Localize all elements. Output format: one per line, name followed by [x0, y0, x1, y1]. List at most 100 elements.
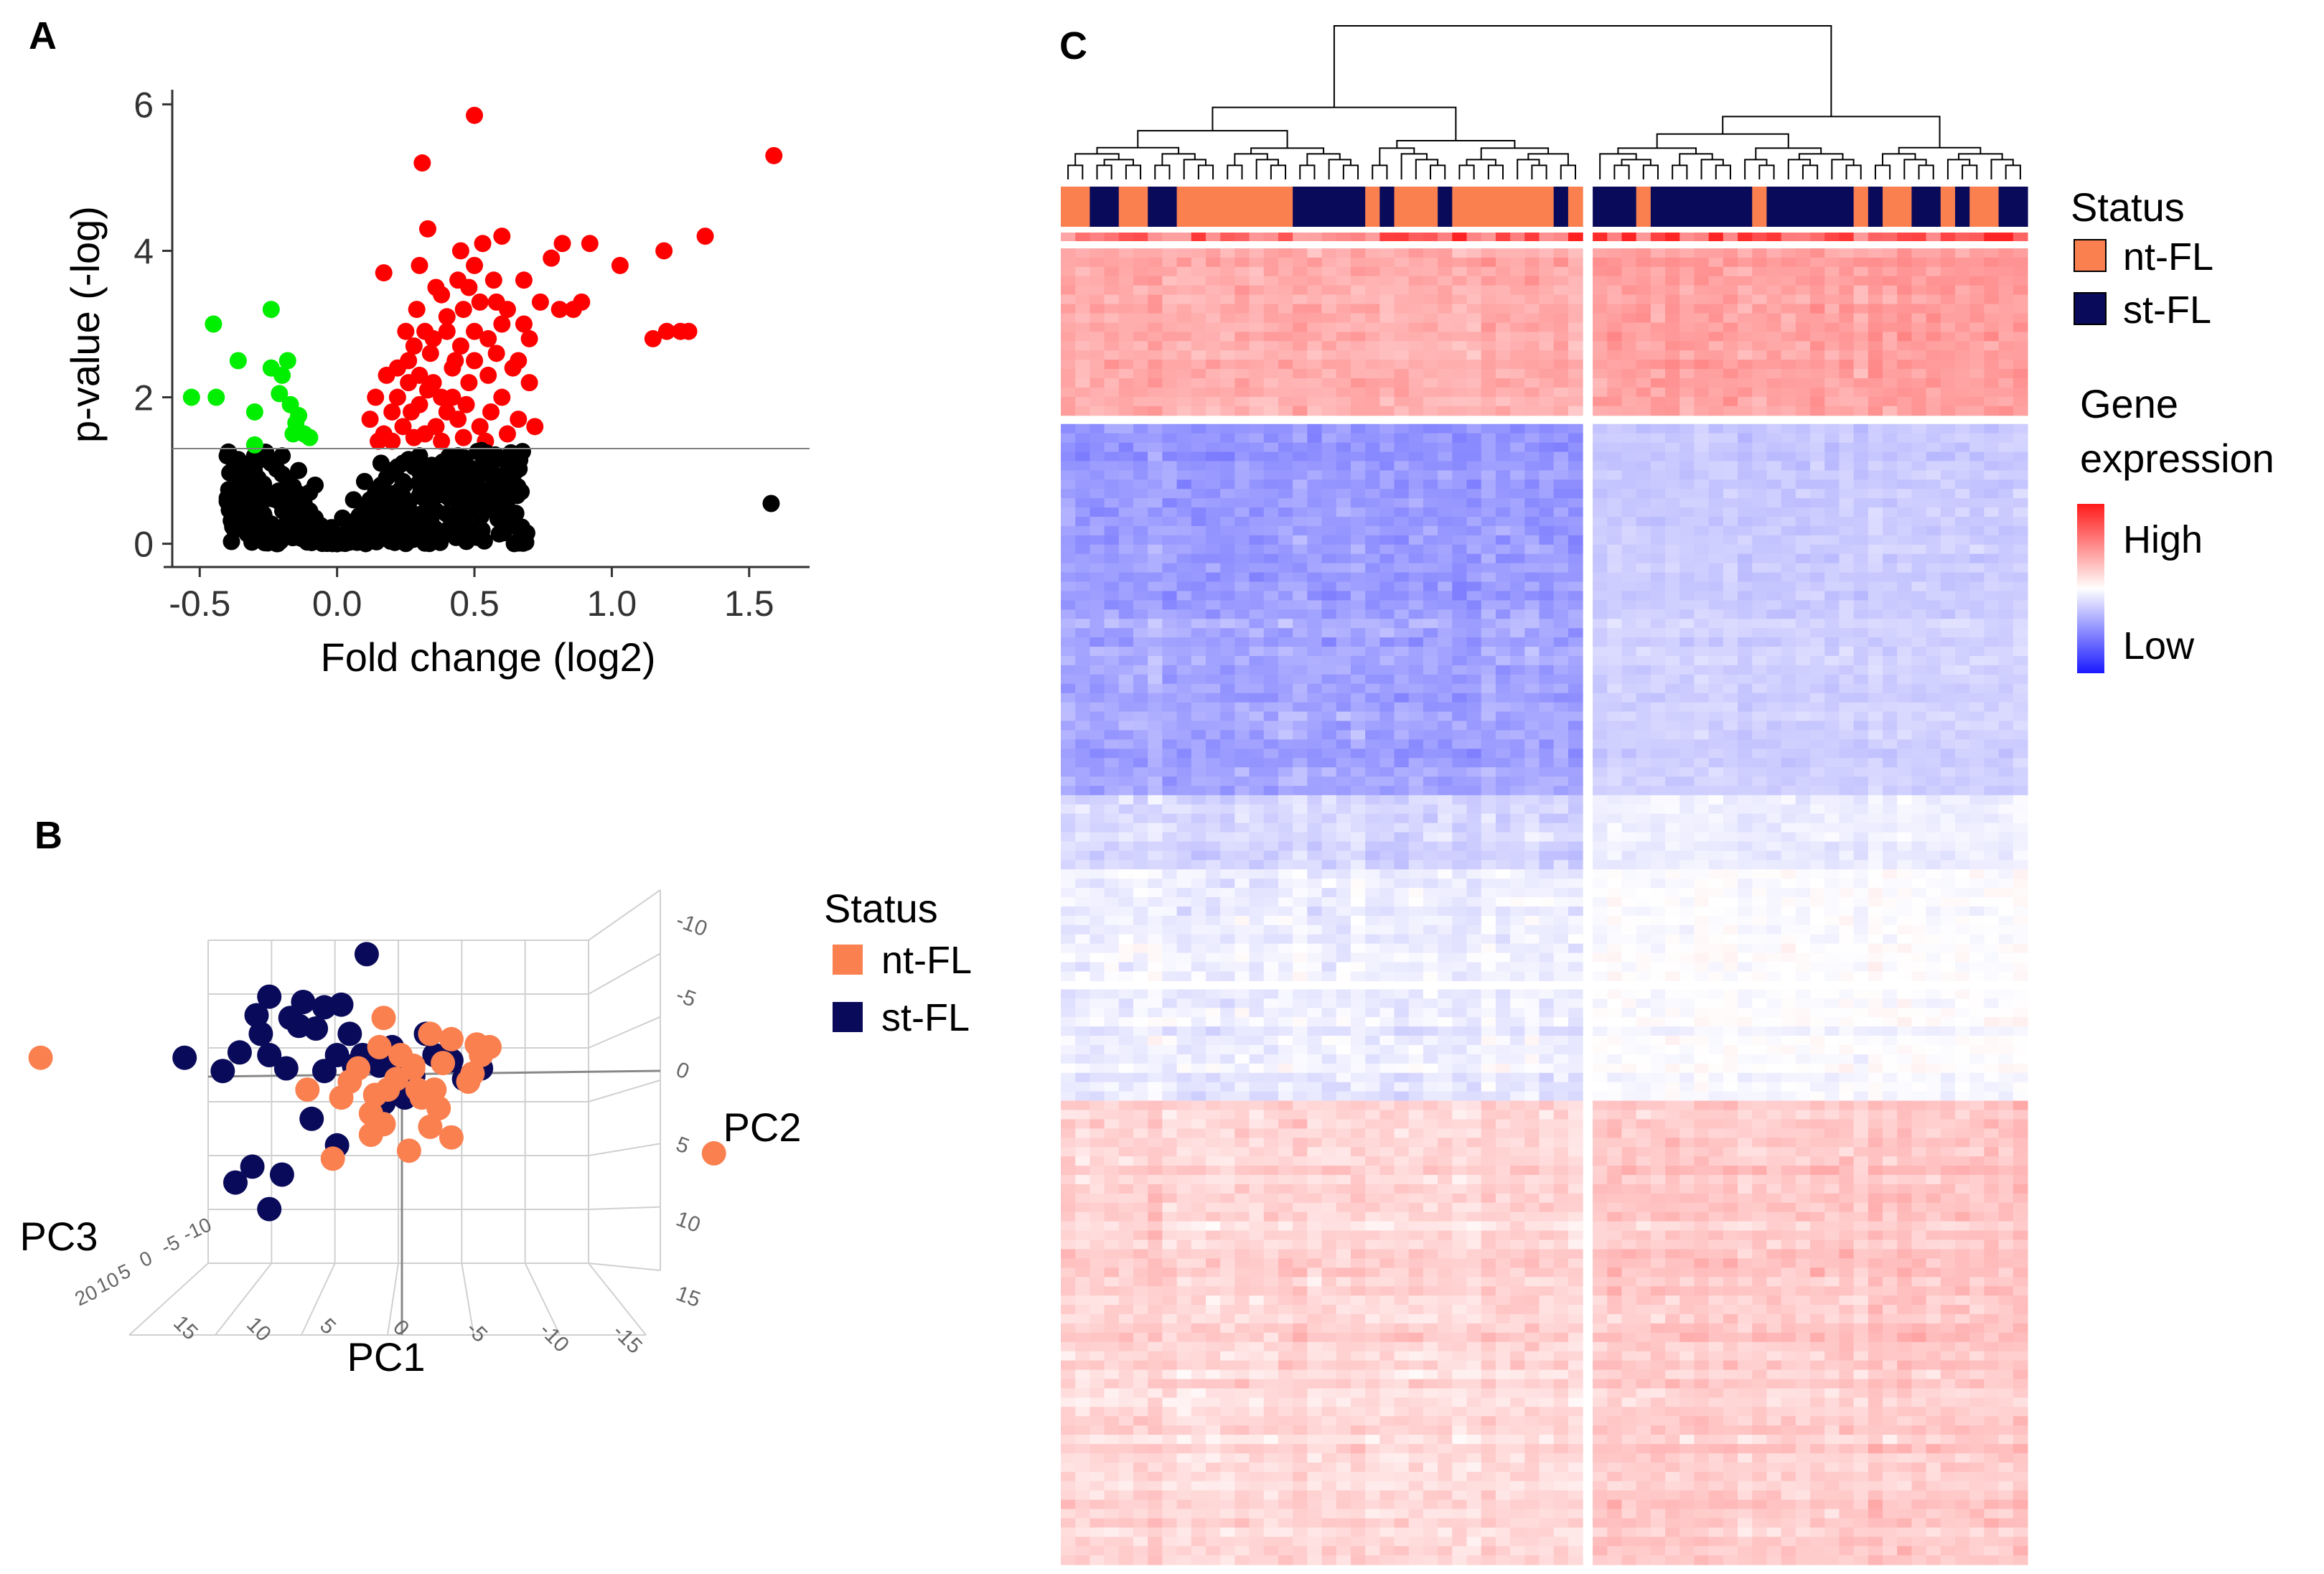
heatmap-cell	[1621, 266, 1637, 277]
heatmap-cell	[1708, 749, 1724, 759]
heatmap-cell	[1423, 470, 1438, 480]
heatmap-cell	[1466, 572, 1482, 583]
dendrogram-branch	[1487, 164, 1504, 179]
heatmap-cell	[1090, 248, 1105, 258]
heatmap-cell	[1539, 406, 1555, 416]
heatmap-cell	[1853, 785, 1869, 796]
heatmap-cell	[1781, 350, 1796, 360]
heatmap-cell	[1263, 350, 1279, 360]
heatmap-cell	[1708, 721, 1724, 731]
heatmap-cell	[1621, 517, 1637, 527]
heatmap-cell	[1090, 285, 1105, 296]
heatmap-cell	[1379, 702, 1395, 713]
heatmap-cell	[1708, 813, 1724, 824]
volcano-point-not-significant	[372, 454, 390, 472]
heatmap-cell	[1162, 304, 1178, 314]
heatmap-cell	[1781, 313, 1796, 324]
heatmap-cell	[1998, 341, 2014, 351]
heatmap-cell	[1781, 591, 1796, 601]
heatmap-cell	[1568, 498, 1583, 508]
heatmap-cell	[1293, 683, 1308, 694]
heatmap-cell	[1148, 693, 1163, 703]
heatmap-cell	[1423, 406, 1438, 416]
heatmap-cell	[1148, 266, 1163, 277]
heatmap-cell	[1665, 285, 1680, 296]
heatmap-cell	[1452, 332, 1468, 342]
heatmap-cell	[1263, 451, 1279, 462]
annotation-stripe-cell	[1766, 233, 1782, 241]
heatmap-cell	[1911, 637, 1927, 647]
heatmap-cell	[1249, 674, 1265, 685]
heatmap-cell	[1911, 749, 1927, 759]
pca-grid-line	[461, 1263, 474, 1336]
heatmap-cell	[1090, 785, 1105, 796]
heatmap-cell	[1307, 739, 1323, 749]
heatmap-cell	[1148, 628, 1163, 638]
heatmap-cell	[1278, 785, 1293, 796]
heatmap-cell	[1553, 294, 1569, 305]
heatmap-cell	[1365, 730, 1380, 740]
heatmap-cell	[1321, 813, 1337, 824]
heatmap-cell	[2013, 285, 2028, 296]
heatmap-cell	[1452, 248, 1468, 258]
heatmap-cell	[1162, 544, 1178, 555]
heatmap-cell	[1708, 785, 1724, 796]
heatmap-cell	[1278, 758, 1293, 768]
heatmap-cell	[1621, 767, 1637, 777]
status-bar-cell	[1679, 187, 1695, 227]
heatmap-cell	[1998, 721, 2014, 731]
heatmap-cell	[1075, 396, 1090, 407]
heatmap-cell	[1752, 341, 1768, 351]
heatmap-cell	[1650, 423, 1666, 434]
heatmap-cell	[1883, 600, 1898, 610]
heatmap-cell	[1539, 637, 1555, 647]
heatmap-cell	[1650, 489, 1666, 499]
heatmap-cell	[1911, 451, 1927, 462]
heatmap-cell	[1220, 525, 1235, 536]
pca-grid-line	[588, 1079, 661, 1102]
heatmap-cell	[1408, 406, 1424, 416]
pca-point-st-fl	[269, 1162, 294, 1187]
heatmap-cell	[1781, 767, 1796, 777]
heatmap-cell	[1568, 637, 1583, 647]
heatmap-cell	[1553, 609, 1569, 619]
heatmap-cell	[1133, 785, 1148, 796]
heatmap-cell	[1955, 479, 1970, 489]
pca-grid-line	[588, 1143, 661, 1156]
heatmap-cell	[1940, 702, 1956, 713]
heatmap-cell	[1593, 637, 1608, 647]
heatmap-cell	[1104, 702, 1120, 713]
heatmap-cell	[1176, 461, 1192, 471]
pca-point-st-fl	[329, 992, 354, 1017]
heatmap-cell	[1061, 767, 1076, 777]
heatmap-cell	[1090, 572, 1105, 583]
heatmap-cell	[1708, 702, 1724, 713]
volcano-point-not-significant	[220, 443, 238, 461]
heatmap-cell	[1738, 322, 1753, 332]
heatmap-cell	[1781, 749, 1796, 759]
heatmap-cell	[1408, 294, 1424, 305]
heatmap-cell	[1969, 433, 1985, 444]
heatmap-cell	[1133, 600, 1148, 610]
heatmap-cell	[1162, 470, 1178, 480]
heatmap-cell	[1307, 702, 1323, 713]
heatmap-cell	[1307, 350, 1323, 360]
heatmap-cell	[1679, 563, 1695, 573]
heatmap-cell	[1263, 702, 1279, 713]
pca-pc3-tick-label: -10	[179, 1213, 215, 1245]
heatmap-cell	[2013, 581, 2028, 592]
status-bar-cell	[1568, 187, 1583, 227]
heatmap-cell	[1824, 479, 1840, 489]
heatmap-cell	[1075, 276, 1090, 286]
heatmap-cell	[1621, 396, 1637, 407]
heatmap-cell	[1148, 369, 1163, 379]
heatmap-cell	[1694, 637, 1710, 647]
heatmap-cell	[1336, 489, 1351, 499]
heatmap-cell	[1263, 767, 1279, 777]
heatmap-cell	[1379, 294, 1395, 305]
heatmap-cell	[1998, 777, 2014, 787]
heatmap-cell	[1897, 655, 1913, 666]
status-bar-cell	[1723, 187, 1738, 227]
heatmap-cell	[1650, 683, 1666, 694]
volcano-point-not-significant	[334, 509, 352, 527]
